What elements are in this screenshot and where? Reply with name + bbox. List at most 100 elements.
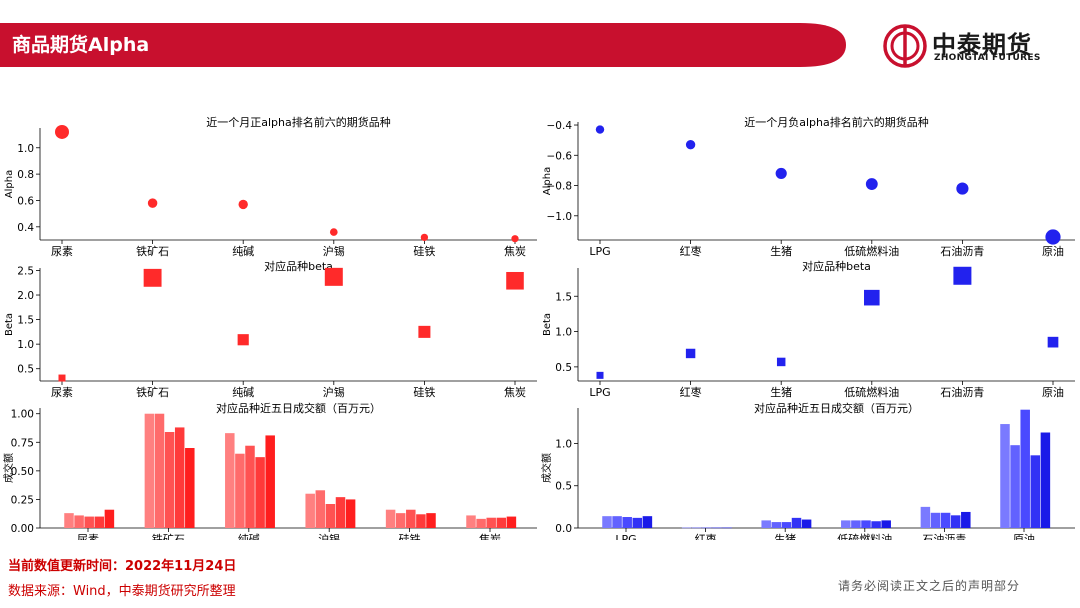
zhongtai-logo-icon (883, 24, 927, 68)
x-tick-label: 生猪 (770, 385, 792, 399)
scatter-square-mark (324, 267, 343, 286)
bar-mark (961, 511, 971, 528)
x-tick-label: 沪锡 (323, 385, 345, 399)
bar-mark (154, 413, 165, 528)
chart-panel-3: 对应品种近五日成交额（百万元） 0.00 0.25 0.50 0.75 1.00 成交额尿素… (2, 401, 537, 540)
bar-mark (612, 516, 622, 528)
scatter-square-mark (953, 266, 972, 285)
brand-name-cn: 中泰期货 (932, 31, 1032, 59)
x-tick-label: 硅铁 (413, 386, 435, 399)
x-tick-label: 纯碱 (232, 386, 254, 399)
update-time: 当前数值更新时间：2022年11月24日 (8, 559, 237, 574)
bar-mark (761, 520, 771, 528)
scatter-point (511, 235, 519, 243)
x-tick-label: 石油沥青 (940, 385, 984, 399)
y-axis-label: Alpha (542, 167, 553, 195)
y-tick-label: 0.6 (17, 195, 34, 207)
bar-mark (496, 517, 507, 528)
scatter-point (329, 228, 338, 236)
y-tick-label: 0.75 (11, 437, 34, 449)
y-tick-label: 0.25 (11, 494, 34, 506)
bar-mark (861, 520, 871, 528)
scatter-square-mark (418, 325, 431, 338)
scatter-point (420, 233, 429, 242)
bar-mark (416, 514, 426, 528)
y-tick-label: 0.00 (11, 523, 34, 535)
chart-title: 对应品种beta (802, 259, 871, 273)
bar-mark (104, 509, 115, 528)
x-tick-label: 硅铁 (399, 533, 421, 540)
bar-mark (602, 516, 612, 528)
bar-mark (1010, 445, 1020, 528)
scatter-point (595, 125, 605, 134)
bar-mark (185, 448, 195, 528)
bar-mark (406, 509, 416, 528)
data-source: 数据来源：Wind，中泰期货研究所整理 (8, 584, 236, 599)
x-tick-label: 尿素 (51, 245, 73, 258)
bar-mark (255, 457, 265, 528)
bar-mark (174, 427, 185, 528)
y-tick-label: −1.0 (547, 211, 573, 223)
scatter-square-mark (506, 271, 524, 290)
x-tick-label: 红枣 (680, 245, 702, 258)
bar-mark (920, 506, 931, 528)
y-axis-label: 成交额 (2, 453, 15, 483)
bar-mark (801, 519, 812, 528)
chart-panel-2: 对应品种beta 0.5 1.0 1.5 2.0 2.5 Beta 尿素 铁矿石 纯碱 沪锡 硅铁 焦炭 (4, 259, 537, 399)
bar-mark (245, 445, 255, 528)
bar-mark (632, 517, 643, 528)
x-tick-label: LPG (589, 245, 610, 258)
x-tick-label: 原油 (1042, 244, 1064, 258)
chart-panel-4: 近一个月负alpha排名前六的期货品种 −1.0 −0.8 −0.6 −0.4 Alpha… (542, 115, 1075, 258)
x-tick-label: 石油沥青 (940, 244, 984, 258)
scatter-square-mark (596, 371, 604, 379)
x-tick-label: 铁矿石 (136, 386, 169, 399)
bar-mark (235, 453, 245, 528)
scatter-point (685, 140, 696, 150)
bar-mark (486, 517, 496, 528)
scatter-point (55, 124, 69, 139)
x-tick-label: 纯碱 (232, 245, 254, 258)
x-tick-label: 尿素 (77, 533, 99, 540)
bar-mark (144, 413, 155, 528)
bar-mark (315, 490, 326, 528)
bar-mark (930, 512, 941, 528)
x-tick-label: 低硫燃料油 (844, 244, 899, 258)
y-tick-label: 2.0 (17, 290, 34, 302)
y-axis-label: 成交额 (540, 453, 553, 483)
bar-mark (1040, 432, 1051, 528)
bar-mark (781, 522, 792, 528)
x-tick-label: LPG (615, 533, 636, 540)
y-tick-label: −0.6 (547, 150, 573, 162)
chart-title: 对应品种近五日成交额（百万元） (754, 401, 919, 415)
scatter-square-mark (864, 289, 880, 306)
brand-name-en: ZHONGTAI FUTURES (934, 53, 1041, 63)
x-tick-label: 尿素 (51, 386, 73, 399)
bar-mark (881, 520, 891, 528)
bar-mark (335, 497, 346, 528)
scatter-square-mark (237, 334, 249, 346)
x-tick-label: 低硫燃料油 (837, 532, 892, 540)
header-banner (0, 23, 846, 67)
y-tick-label: −0.4 (547, 120, 573, 132)
chart-title: 对应品种beta (264, 259, 333, 273)
y-axis-label: Beta (4, 313, 15, 336)
chart-title: 对应品种近五日成交额（百万元） (216, 401, 381, 415)
x-tick-label: 低硫燃料油 (844, 385, 899, 399)
scatter-square-mark (1047, 336, 1059, 348)
y-tick-label: 1.00 (11, 409, 34, 421)
y-tick-label: 0.8 (17, 169, 34, 181)
y-tick-label: 0.4 (17, 222, 34, 234)
bar-mark (265, 435, 275, 528)
scatter-point (147, 198, 158, 208)
bar-mark (950, 515, 961, 528)
bar-mark (722, 527, 732, 529)
disclaimer: 请务必阅读正文之后的声明部分 (838, 579, 1021, 593)
bar-mark (681, 527, 692, 529)
bar-mark (791, 517, 802, 528)
y-tick-label: 0.5 (555, 362, 572, 374)
x-tick-label: 纯碱 (238, 533, 260, 540)
bar-mark (1020, 409, 1030, 528)
bar-mark (851, 520, 861, 528)
